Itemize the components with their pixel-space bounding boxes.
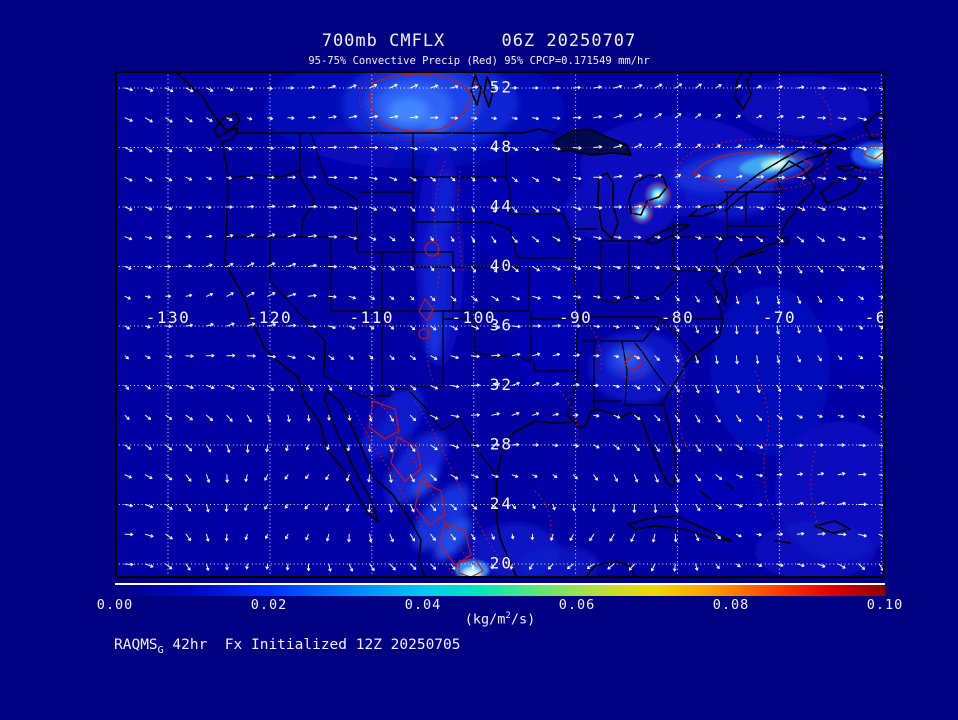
lon-label: -70 xyxy=(763,308,796,327)
lat-label: 40 xyxy=(490,256,513,275)
lat-label: 20 xyxy=(490,554,513,573)
lon-label: -90 xyxy=(559,308,592,327)
lon-label: -110 xyxy=(350,308,395,327)
precip-contours xyxy=(354,66,886,578)
graticule-labels: -130 -120 -110 -100 -90 -80 -70 -60 52 48 44 40 36 32… xyxy=(146,78,897,573)
model-name: RAQMS xyxy=(114,637,158,653)
colorbar-tick: 0.02 xyxy=(250,597,288,613)
wind-vectors xyxy=(124,83,888,572)
colorbar-tick: 0.06 xyxy=(558,597,596,613)
weather-map: -130 -120 -110 -100 -90 -80 -70 -60 52 48 44 40 36 32… xyxy=(115,49,905,586)
lat-label: 44 xyxy=(490,197,513,216)
colorbar-unit: (kg/m2/s) xyxy=(464,611,536,628)
lat-label: 48 xyxy=(490,137,513,156)
map-canvas: -130 -120 -110 -100 -90 -80 -70 -60 52 48 44 40 36 32… xyxy=(115,49,905,586)
colorbar-tick: 0.10 xyxy=(866,597,904,613)
colorbar-tick: 0.04 xyxy=(404,597,442,613)
coastlines-borders xyxy=(174,70,886,579)
lat-label: 32 xyxy=(490,375,513,394)
colorbar-tick: 0.08 xyxy=(712,597,750,613)
lon-label: -100 xyxy=(451,308,496,327)
colorbar xyxy=(115,585,885,596)
lat-label: 36 xyxy=(490,316,513,335)
colorbar-top-rule xyxy=(115,583,885,585)
map-frame xyxy=(115,71,885,578)
lat-label: 28 xyxy=(490,435,513,454)
lat-label: 24 xyxy=(490,494,513,513)
model-subscript: G xyxy=(157,644,164,656)
page-title: 700mb CMFLX 06Z 20250707 xyxy=(321,31,637,51)
lon-label: -130 xyxy=(146,308,191,327)
footer-annotation: RAQMSG 42hr Fx Initialized 12Z 20250705 xyxy=(114,637,461,656)
lon-label: -120 xyxy=(248,308,293,327)
colorbar-tick: 0.00 xyxy=(96,597,134,613)
subtitle: 95-75% Convective Precip (Red) 95% CPCP=… xyxy=(308,55,650,67)
graticule xyxy=(115,71,885,578)
lon-label: -60 xyxy=(865,308,885,327)
footer-text: 42hr Fx Initialized 12Z 20250705 xyxy=(163,637,461,653)
lon-label: -80 xyxy=(661,308,694,327)
lat-label: 52 xyxy=(490,78,513,97)
